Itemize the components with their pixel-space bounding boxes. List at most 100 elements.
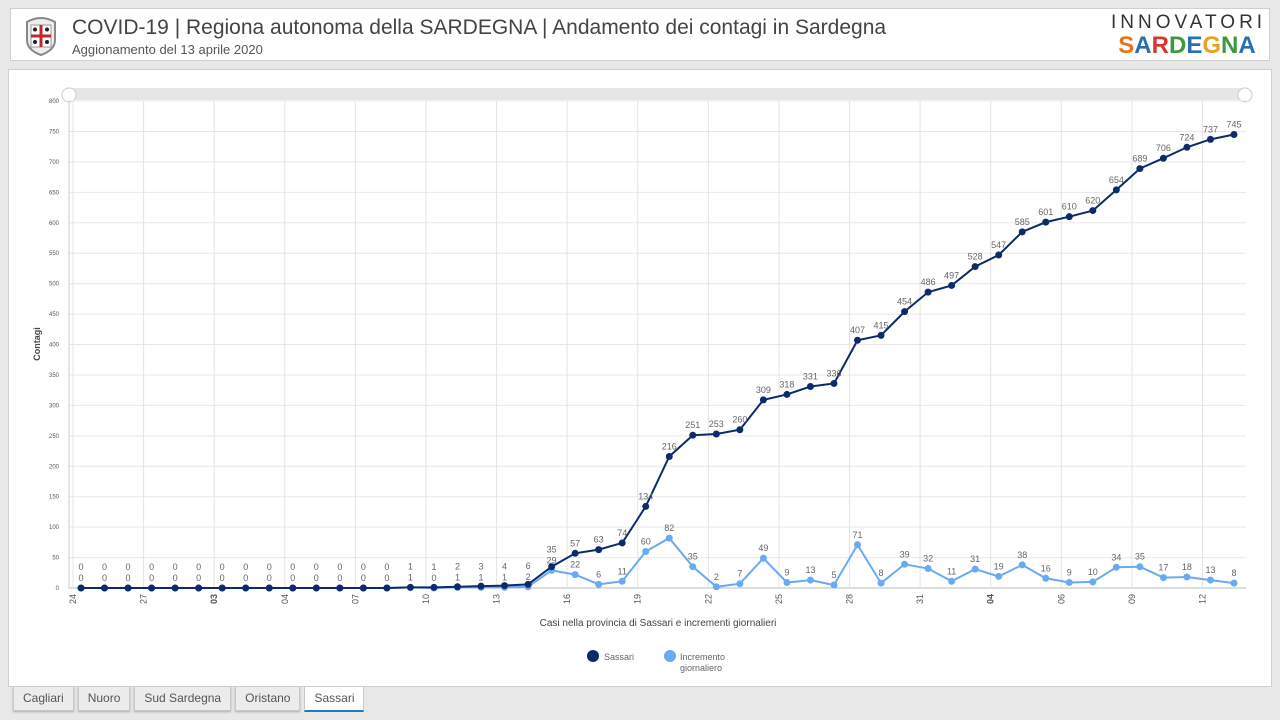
data-point-sassari bbox=[1042, 218, 1050, 226]
data-point-sassari bbox=[877, 331, 885, 339]
data-point-sassari bbox=[195, 584, 203, 592]
range-slider-handle-left[interactable] bbox=[61, 87, 77, 103]
tab-nuoro[interactable]: Nuoro bbox=[77, 687, 131, 711]
tab-sud-sardegna[interactable]: Sud Sardegna bbox=[134, 687, 232, 711]
x-tick-label: 22 bbox=[703, 594, 713, 604]
data-point-incremento bbox=[665, 534, 673, 542]
data-label-incremento: 2 bbox=[714, 572, 719, 582]
data-point-incremento bbox=[924, 565, 932, 573]
legend-marker-sassari bbox=[587, 650, 599, 662]
logo-letter: A bbox=[1134, 32, 1152, 59]
data-point-incremento bbox=[995, 572, 1003, 580]
data-label-sassari: 251 bbox=[685, 420, 700, 430]
tab-sassari[interactable]: Sassari bbox=[304, 687, 365, 712]
data-point-sassari bbox=[548, 563, 556, 571]
data-label-sassari: 585 bbox=[1015, 217, 1030, 227]
data-label-incremento: 0 bbox=[243, 573, 248, 583]
y-tick-label: 250 bbox=[49, 434, 60, 440]
data-label-sassari: 0 bbox=[149, 562, 154, 572]
data-label-sassari: 706 bbox=[1156, 143, 1171, 153]
y-tick-label: 800 bbox=[49, 99, 60, 105]
data-point-incremento bbox=[1136, 563, 1144, 571]
y-tick-label: 700 bbox=[49, 160, 60, 166]
data-point-sassari bbox=[289, 584, 297, 592]
x-tick-label: 13 bbox=[492, 594, 502, 604]
y-tick-label: 100 bbox=[49, 525, 60, 531]
legend-label-incremento-line1: Incremento bbox=[680, 652, 725, 662]
y-tick-label: 600 bbox=[49, 221, 60, 227]
x-tick-label: 12 bbox=[1197, 594, 1207, 604]
data-label-sassari: 0 bbox=[314, 562, 319, 572]
logo-letter: E bbox=[1186, 32, 1203, 59]
line-chart: 0501001502002503003504004505005506006507… bbox=[32, 87, 1253, 673]
logo-line1: INNOVATORI bbox=[1111, 12, 1267, 33]
data-label-incremento: 16 bbox=[1041, 563, 1051, 573]
data-point-incremento bbox=[618, 577, 626, 585]
logo-letter: A bbox=[1238, 32, 1256, 59]
data-label-incremento: 22 bbox=[570, 560, 580, 570]
data-label-sassari: 407 bbox=[850, 325, 865, 335]
data-label-incremento: 1 bbox=[408, 572, 413, 582]
x-tick-label: 19 bbox=[633, 594, 643, 604]
y-tick-label: 300 bbox=[49, 403, 60, 409]
data-point-sassari bbox=[924, 288, 932, 296]
update-date: Aggionamento del 13 aprile 2020 bbox=[72, 42, 263, 57]
x-tick-label: 04 bbox=[986, 594, 996, 604]
data-label-incremento: 2 bbox=[526, 572, 531, 582]
data-label-sassari: 454 bbox=[897, 297, 912, 307]
x-tick-label: 16 bbox=[562, 594, 572, 604]
data-label-sassari: 724 bbox=[1179, 132, 1194, 142]
data-point-sassari bbox=[830, 379, 838, 387]
tab-oristano[interactable]: Oristano bbox=[235, 687, 301, 711]
legend-marker-incremento bbox=[664, 650, 676, 662]
data-label-sassari: 2 bbox=[455, 561, 460, 571]
data-label-incremento: 60 bbox=[641, 536, 651, 546]
data-label-incremento: 0 bbox=[267, 573, 272, 583]
data-label-incremento: 11 bbox=[618, 566, 627, 576]
y-tick-label: 650 bbox=[49, 190, 60, 196]
x-tick-label: 27 bbox=[139, 594, 149, 604]
data-label-incremento: 8 bbox=[879, 568, 884, 578]
data-label-sassari: 331 bbox=[803, 372, 818, 382]
data-label-sassari: 0 bbox=[196, 562, 201, 572]
range-slider-handle-right[interactable] bbox=[1237, 87, 1253, 103]
data-label-sassari: 601 bbox=[1038, 207, 1053, 217]
data-label-sassari: 3 bbox=[479, 561, 484, 571]
data-point-sassari bbox=[453, 583, 461, 591]
data-label-incremento: 19 bbox=[994, 561, 1004, 571]
data-point-sassari bbox=[1159, 154, 1167, 162]
data-label-sassari: 486 bbox=[921, 277, 936, 287]
data-label-incremento: 35 bbox=[1135, 552, 1145, 562]
data-label-incremento: 82 bbox=[664, 523, 674, 533]
data-point-incremento bbox=[595, 580, 603, 588]
data-label-sassari: 260 bbox=[732, 415, 747, 425]
data-label-incremento: 9 bbox=[784, 568, 789, 578]
series-line-sassari bbox=[81, 133, 1235, 589]
y-tick-label: 550 bbox=[49, 251, 60, 257]
x-tick-label: 10 bbox=[421, 594, 431, 604]
data-label-sassari: 689 bbox=[1132, 154, 1147, 164]
data-point-sassari bbox=[148, 584, 156, 592]
data-point-sassari bbox=[689, 431, 697, 439]
data-label-incremento: 7 bbox=[737, 569, 742, 579]
data-point-incremento bbox=[971, 565, 979, 573]
data-point-sassari bbox=[430, 583, 438, 591]
data-point-sassari bbox=[312, 584, 320, 592]
innovatori-sardegna-logo: INNOVATORI SARDEGNA bbox=[1111, 12, 1263, 58]
data-label-incremento: 10 bbox=[1088, 567, 1098, 577]
data-label-sassari: 63 bbox=[594, 535, 604, 545]
tab-cagliari[interactable]: Cagliari bbox=[13, 687, 74, 711]
data-point-sassari bbox=[1018, 228, 1026, 236]
data-point-sassari bbox=[524, 580, 532, 588]
province-tabs: Cagliari Nuoro Sud Sardegna Oristano Sas… bbox=[13, 687, 365, 712]
data-label-sassari: 253 bbox=[709, 419, 724, 429]
data-label-sassari: 0 bbox=[243, 562, 248, 572]
legend-label-sassari: Sassari bbox=[604, 652, 634, 662]
data-label-sassari: 0 bbox=[267, 562, 272, 572]
data-label-incremento: 0 bbox=[361, 573, 366, 583]
data-point-incremento bbox=[1112, 563, 1120, 571]
data-label-incremento: 1 bbox=[502, 572, 507, 582]
data-label-sassari: 1 bbox=[408, 561, 413, 571]
y-tick-label: 0 bbox=[56, 586, 60, 592]
data-label-incremento: 49 bbox=[758, 543, 768, 553]
